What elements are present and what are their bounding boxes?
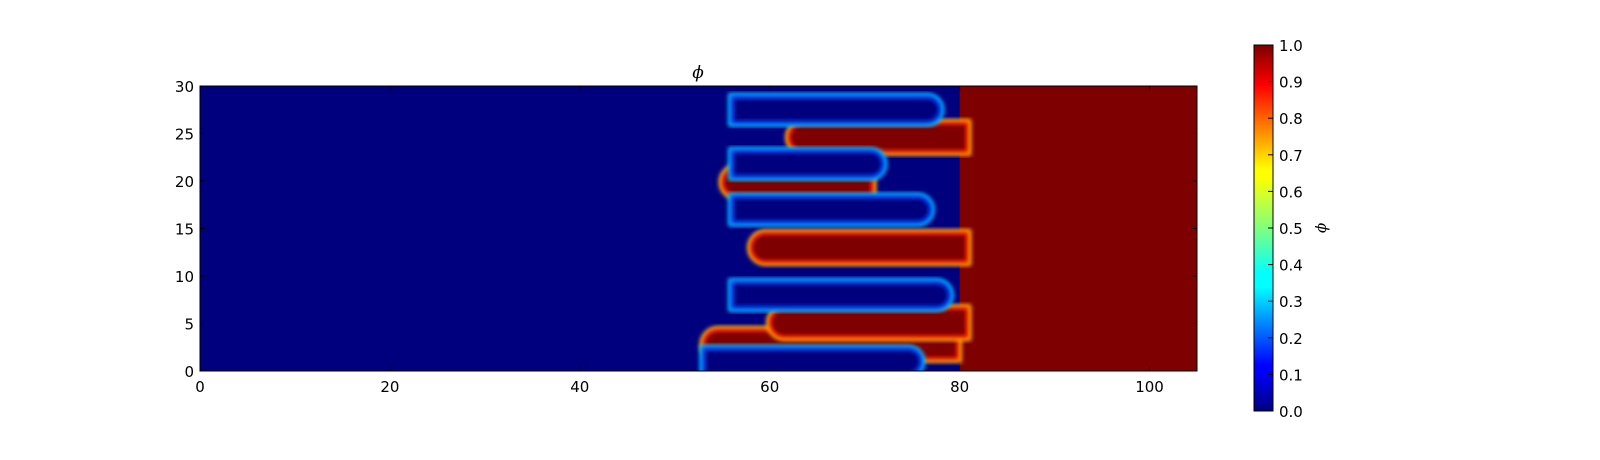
colorbar: 0.0 0.1 0.2 0.3 0.4 0.5 0.6 0.7 0.8 0.9 1.0 ϕ [1254,37,1332,421]
colorbar-tick-label: 0.1 [1279,366,1303,384]
x-tick-label: 20 [380,378,399,396]
y-tick-label: 30 [175,78,194,96]
colorbar-tick-label: 0.8 [1279,110,1303,128]
x-tick-label: 100 [1135,378,1164,396]
colorbar-tick-label: 0.2 [1279,330,1303,348]
colorbar-tick-label: 0.5 [1279,220,1303,238]
colorbar-tick-label: 0.4 [1279,257,1303,275]
y-tick-label: 20 [175,173,194,191]
blue-finger [732,282,950,309]
y-tick-label: 0 [184,363,194,381]
y-tick-label: 10 [175,268,194,286]
colorbar-tick-label: 0.0 [1279,403,1303,421]
blue-finger [732,196,931,223]
blue-finger [732,96,941,123]
colorbar-tick-label: 0.3 [1279,293,1303,311]
y-tick-label: 25 [175,126,194,144]
colorbar-label: ϕ [1314,223,1332,233]
colorbar-tick-label: 1.0 [1279,37,1303,55]
blue-finger [732,151,884,178]
heatmap-plot [200,86,1197,375]
y-tick-label: 5 [184,316,194,334]
x-tick-label: 80 [950,378,969,396]
x-tick-label: 60 [760,378,779,396]
x-tick-label: 0 [195,378,205,396]
x-tick-label: 40 [570,378,589,396]
colorbar-tick-label: 0.6 [1279,183,1303,201]
colorbar-tick-label: 0.9 [1279,74,1303,92]
red-finger [770,308,968,337]
chart-title: ϕ [692,63,704,83]
y-tick-label: 15 [175,221,194,239]
red-finger [751,233,968,262]
red-phase-region [960,86,1197,371]
colorbar-tick-label: 0.7 [1279,147,1303,165]
